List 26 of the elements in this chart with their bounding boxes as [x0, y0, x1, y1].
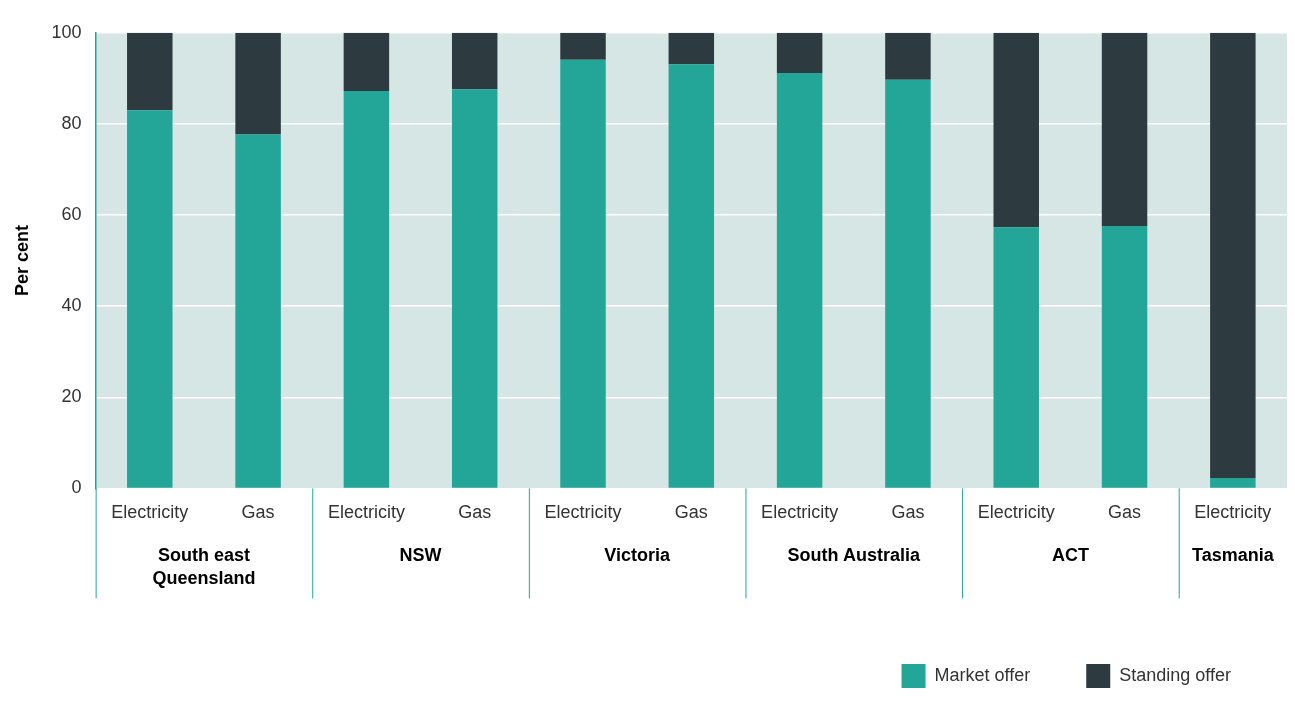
- x-tick-label: Electricity: [977, 502, 1055, 523]
- y-tick-label: 40: [61, 295, 82, 316]
- x-tick-label: Electricity: [111, 502, 189, 523]
- y-tick-label: 80: [61, 112, 82, 133]
- x-tick-label: Electricity: [761, 502, 839, 523]
- x-tick-label: Gas: [458, 502, 492, 523]
- x-tick-label: Gas: [1108, 502, 1142, 523]
- x-tick-label: Gas: [241, 502, 275, 523]
- legend-label: Market offer: [934, 664, 1031, 685]
- legend-label: Standing offer: [1119, 664, 1232, 685]
- x-tick-label: Electricity: [544, 502, 622, 523]
- y-tick-label: 0: [71, 477, 82, 498]
- text: Tasmania: [1192, 545, 1275, 566]
- y-tick-label: 60: [61, 204, 82, 225]
- y-tick-label: 100: [51, 21, 82, 42]
- text: South Australia: [787, 545, 921, 566]
- text: ACT: [1051, 545, 1089, 566]
- x-tick-label: Gas: [891, 502, 925, 523]
- y-axis-title: Per cent: [11, 225, 32, 297]
- x-tick-label: Electricity: [327, 502, 405, 523]
- x-tick-label: Gas: [674, 502, 708, 523]
- text: NSW: [399, 545, 442, 566]
- text: South east Queensland: [152, 545, 256, 589]
- y-tick-label: 20: [61, 386, 82, 407]
- text: Victoria: [604, 545, 671, 566]
- x-tick-label: Electricity: [1194, 502, 1272, 523]
